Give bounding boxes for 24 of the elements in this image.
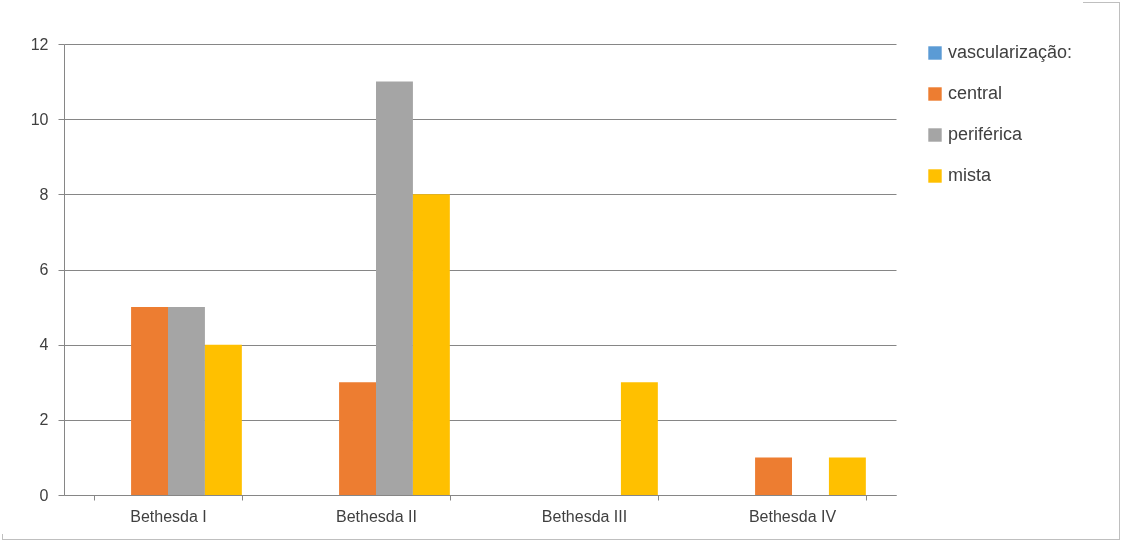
y-tick-label: 8: [39, 185, 49, 203]
y-tick-label: 12: [30, 35, 49, 53]
bar: [168, 307, 205, 495]
bar: [828, 457, 866, 495]
x-tick-label: Bethesda III: [541, 507, 628, 525]
bar: [339, 382, 376, 495]
bar: [204, 344, 242, 495]
legend-label: periférica: [948, 124, 1024, 144]
bar: [755, 457, 792, 495]
y-tick-label: 4: [39, 336, 49, 354]
y-tick-label: 10: [30, 110, 49, 128]
bar: [412, 194, 450, 495]
y-tick-label: 6: [39, 261, 49, 278]
x-tick-label: Bethesda I: [130, 507, 207, 525]
x-tick-label: Bethesda IV: [748, 507, 837, 525]
bar: [620, 382, 658, 495]
y-tick-label: 0: [39, 486, 49, 504]
legend-label: central: [948, 83, 1003, 103]
x-tick-label: Bethesda II: [336, 507, 417, 525]
bar: [376, 81, 413, 495]
y-tick-label: 2: [39, 411, 49, 429]
bar: [131, 307, 168, 495]
legend-label: mista: [948, 165, 992, 185]
legend-label: vascularização:: [948, 42, 1073, 62]
